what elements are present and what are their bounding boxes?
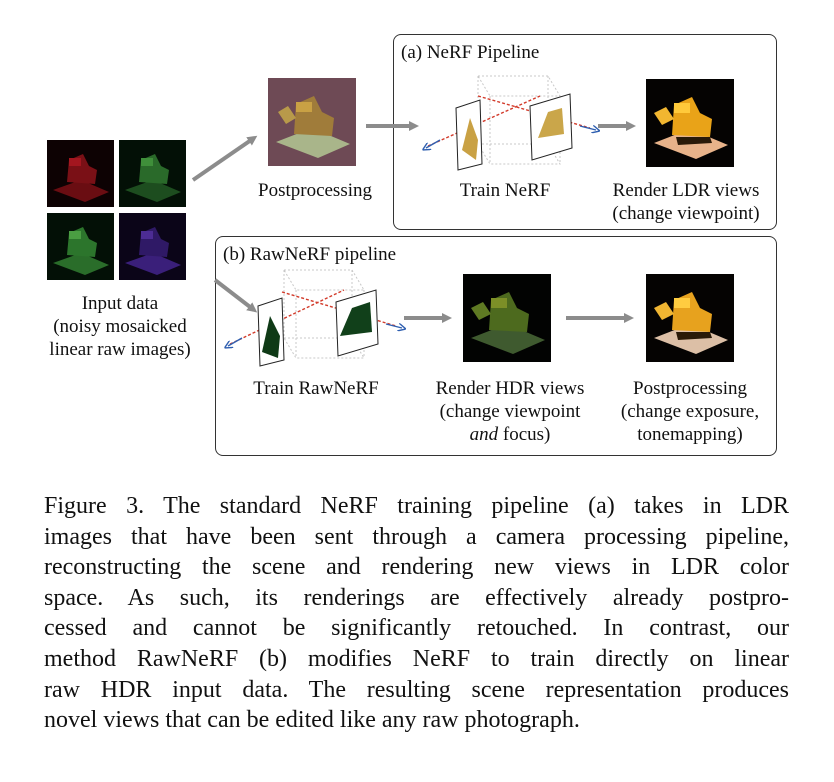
panel-a-title: (a) NeRF Pipeline bbox=[401, 42, 540, 63]
input-raw-red-channel bbox=[47, 140, 114, 207]
panel-a-nerf-pipeline bbox=[393, 34, 777, 230]
render-hdr-views-label: Render HDR views (change viewpoint and f… bbox=[435, 378, 585, 445]
caption-line: space. As such, its renderings are effec… bbox=[44, 584, 789, 611]
caption-line: raw HDR input data. The resulting scene … bbox=[44, 676, 789, 703]
render-ldr-views-label: Render LDR views (change viewpoint) bbox=[612, 180, 760, 224]
rawnerf-postprocessing-label: Postprocessing (change exposure, tonemap… bbox=[620, 378, 760, 445]
train-rawnerf-label: Train RawNeRF bbox=[253, 378, 379, 399]
caption-line: cessed and cannot be significantly retou… bbox=[44, 615, 789, 642]
caption-line: Figure 3. The standard NeRF training pip… bbox=[44, 493, 789, 519]
nerf-training-diagram bbox=[426, 75, 596, 171]
caption-line: reconstructing the scene and rendering n… bbox=[44, 554, 789, 581]
input-raw-green-channel-2 bbox=[47, 213, 114, 280]
rawnerf-training-diagram bbox=[228, 269, 402, 367]
panel-b-title: (b) RawNeRF pipeline bbox=[223, 244, 397, 265]
caption-line: novel views that can be edited like any … bbox=[44, 707, 580, 734]
caption-line: images that have been sent through a cam… bbox=[44, 523, 789, 550]
rawnerf-postprocessed-view bbox=[646, 274, 734, 362]
arrow-input-to-postprocessing bbox=[191, 135, 258, 182]
postprocessed-input-image bbox=[268, 78, 356, 166]
rawnerf-rendered-hdr-view bbox=[463, 274, 551, 362]
nerf-rendered-ldr-view bbox=[646, 79, 734, 167]
postprocessing-label: Postprocessing bbox=[258, 180, 372, 201]
input-raw-blue-channel bbox=[119, 213, 186, 280]
input-data-label: Input data (noisy mosaicked linear raw i… bbox=[49, 293, 191, 360]
panel-b-rawnerf-pipeline bbox=[215, 236, 777, 456]
caption-line: method RawNeRF (b) modifies NeRF to trai… bbox=[44, 645, 789, 672]
figure-caption: Figure 3. The standard NeRF training pip… bbox=[44, 491, 789, 736]
arrow-input-to-train-rawnerf bbox=[213, 278, 258, 313]
train-nerf-label: Train NeRF bbox=[459, 180, 551, 201]
input-raw-green-channel-1 bbox=[119, 140, 186, 207]
